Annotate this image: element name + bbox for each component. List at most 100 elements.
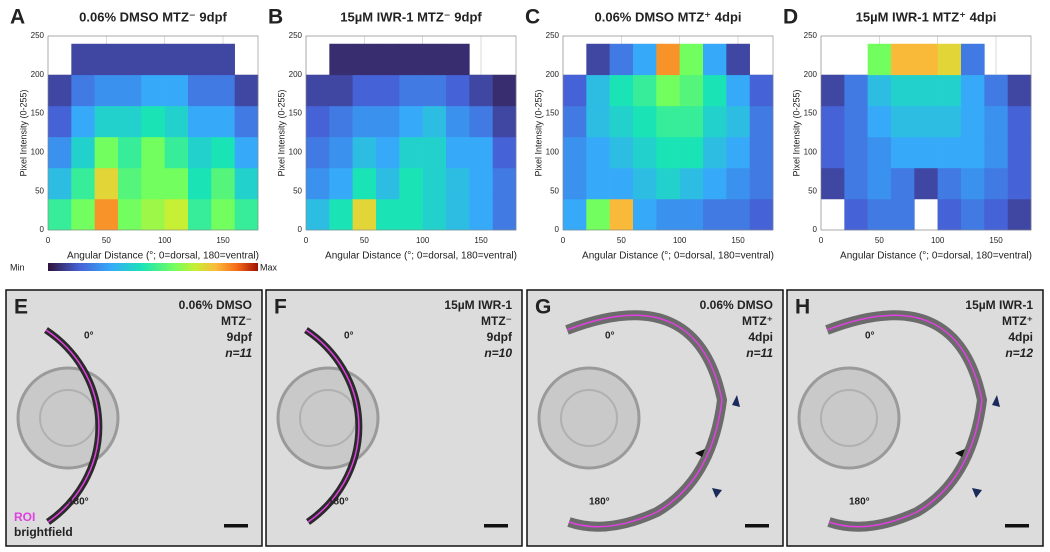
y-tick-label: 0 xyxy=(555,225,560,234)
y-tick-label: 200 xyxy=(31,70,45,79)
heatmap-cell xyxy=(726,136,750,169)
panel-letter: E xyxy=(14,296,28,319)
arrowhead xyxy=(732,395,740,407)
heatmap-cell xyxy=(71,167,95,200)
heatmap-cell xyxy=(937,198,962,231)
x-tick-label: 150 xyxy=(216,236,230,245)
heatmap-cell xyxy=(141,136,165,169)
panel-letter: G xyxy=(535,296,551,319)
heatmap-cell xyxy=(937,167,962,200)
roi xyxy=(826,314,983,528)
x-tick-label: 50 xyxy=(360,236,369,245)
heatmap-cell xyxy=(164,167,189,200)
panel-title: 0.06% DMSO MTZ⁺ 4dpi xyxy=(595,9,742,24)
heatmap-cell xyxy=(71,105,95,138)
heatmap-cell xyxy=(376,43,400,76)
arrow xyxy=(695,449,705,457)
roi xyxy=(566,314,723,528)
scale-bar xyxy=(224,524,248,528)
heatmap-cell xyxy=(703,43,727,76)
heatmap-cell xyxy=(71,198,95,231)
heatmap-cell xyxy=(633,74,657,107)
heatmap-cell xyxy=(422,198,447,231)
heatmap-cell xyxy=(749,136,774,169)
heatmap-cell xyxy=(633,136,657,169)
heatmap-cell xyxy=(422,167,447,200)
heatmap-cell xyxy=(446,74,470,107)
panel-label: 15µM IWR-1 xyxy=(965,298,1033,312)
angle-label: 0° xyxy=(605,331,615,342)
y-axis-label: Pixel Intensity (0-255) xyxy=(18,89,28,176)
lens xyxy=(16,366,120,470)
heatmap-cell xyxy=(141,74,165,107)
panel-label: n=11 xyxy=(225,346,252,360)
plot-frame xyxy=(47,35,259,231)
angle-label: 180° xyxy=(328,497,349,508)
y-tick-label: 200 xyxy=(804,70,818,79)
y-tick-label: 100 xyxy=(31,148,45,157)
heatmap-cell xyxy=(586,105,610,138)
heatmap-cell xyxy=(563,167,587,200)
heatmap-cell xyxy=(141,198,165,231)
heatmap-cell xyxy=(749,198,774,231)
heatmap-cell xyxy=(188,198,212,231)
heatmap-cell xyxy=(914,105,938,138)
heatmap-cell xyxy=(188,136,212,169)
heatmap-cell xyxy=(329,105,353,138)
heatmap-cell xyxy=(609,198,634,231)
heatmap-cell xyxy=(164,136,189,169)
heatmap-cell xyxy=(914,74,938,107)
panel-title: 0.06% DMSO MTZ⁻ 9dpf xyxy=(79,9,227,24)
colorbar xyxy=(48,263,258,271)
heatmap-cell xyxy=(48,136,72,169)
panel-label: MTZ⁺ xyxy=(742,314,773,328)
heatmap-cell xyxy=(586,198,610,231)
heatmap-cell xyxy=(1007,198,1032,231)
arrowhead xyxy=(992,395,1000,407)
heatmap-cell xyxy=(867,43,892,76)
heatmap-cell xyxy=(399,105,423,138)
heatmap-cell xyxy=(679,43,704,76)
heatmap-cell xyxy=(376,74,400,107)
heatmap-cell xyxy=(211,136,235,169)
legend-brightfield: brightfield xyxy=(14,525,73,539)
heatmap-cell xyxy=(211,74,235,107)
heatmap-cell xyxy=(656,198,680,231)
heatmap-cell xyxy=(446,43,470,76)
heatmap-cell xyxy=(656,167,680,200)
heatmap-cell xyxy=(563,136,587,169)
heatmap-cell xyxy=(94,198,119,231)
angle-label: 0° xyxy=(84,331,94,342)
heatmap-cell xyxy=(492,136,517,169)
heatmap-cell xyxy=(94,136,119,169)
y-tick-label: 0 xyxy=(298,225,303,234)
y-tick-label: 100 xyxy=(804,148,818,157)
heatmap-cell xyxy=(961,198,985,231)
heatmap-cell xyxy=(399,136,423,169)
heatmap-cell xyxy=(422,74,447,107)
heatmap-cell xyxy=(422,43,447,76)
scale-bar xyxy=(484,524,508,528)
panel-letter: A xyxy=(10,6,25,29)
plot-frame xyxy=(305,35,517,231)
lens xyxy=(537,366,641,470)
heatmap-cell xyxy=(656,105,680,138)
panel-label: 4dpi xyxy=(748,330,773,344)
heatmap-cell xyxy=(891,105,915,138)
heatmap-cell xyxy=(188,43,212,76)
heatmap-cell xyxy=(726,74,750,107)
heatmap-cell xyxy=(352,167,377,200)
panel-label: n=11 xyxy=(746,346,773,360)
panel-label: MTZ⁻ xyxy=(481,314,512,328)
heatmap-cell xyxy=(376,136,400,169)
heatmap-cell xyxy=(164,74,189,107)
heatmap-cell xyxy=(469,105,493,138)
heatmap-cell xyxy=(821,136,845,169)
heatmap-cell xyxy=(563,74,587,107)
angle-label: 0° xyxy=(344,331,354,342)
heatmap-cell xyxy=(352,105,377,138)
y-tick-label: 250 xyxy=(804,31,818,40)
y-tick-label: 50 xyxy=(35,186,44,195)
angle-label: 180° xyxy=(849,497,870,508)
